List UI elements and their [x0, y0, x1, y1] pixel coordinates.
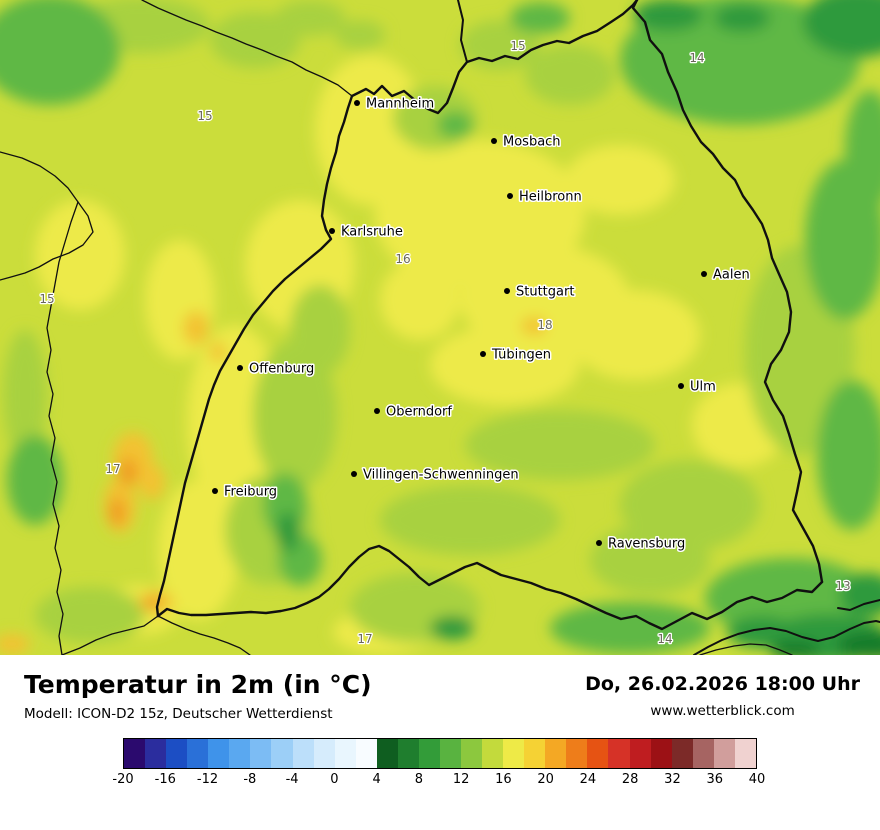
- city-label-mannheim: Mannheim: [366, 97, 434, 112]
- model-info: Modell: ICON-D2 15z, Deutscher Wetterdie…: [24, 705, 333, 722]
- city-marker-ravensburg: [596, 540, 602, 546]
- city-label-freiburg: Freiburg: [224, 485, 277, 500]
- colorbar-segment: [250, 738, 272, 768]
- temp-value-label: 16: [395, 252, 410, 266]
- colorbar-tick: 40: [748, 771, 766, 787]
- city-marker-villingen-schwenningen: [351, 471, 357, 477]
- title-block: Temperatur in 2m (in °C) Modell: ICON-D2…: [24, 670, 372, 722]
- colorbar-tick: 4: [372, 771, 381, 787]
- colorbar-tick: -8: [243, 771, 257, 787]
- temperature-legend: -20 -16 -12 -8 -4 0 4 8 12 16 20 24 28 32 36 40: [112, 737, 765, 792]
- colorbar-segment: [208, 738, 230, 768]
- city-marker-freiburg: [212, 488, 218, 494]
- city-markers: Mannheim Mosbach Heilbronn Karlsruhe Stuttga…: [212, 95, 751, 553]
- city-marker-offenburg: [237, 365, 243, 371]
- temp-value-label: 14: [657, 632, 672, 646]
- city-label-t-bingen: Tübingen: [491, 348, 551, 363]
- colorbar-segment: [124, 738, 146, 768]
- colorbar-segment: [166, 738, 188, 768]
- temp-value-label: 14: [689, 51, 704, 65]
- colorbar-segment: [418, 738, 440, 768]
- city-label-ravensburg: Ravensburg: [608, 537, 685, 552]
- temp-value-label: 13: [835, 579, 850, 593]
- colorbar-tick: -4: [285, 771, 299, 787]
- colorbar: [123, 737, 757, 769]
- colorbar-tick: 32: [664, 771, 681, 787]
- colorbar-segment: [145, 738, 167, 768]
- colorbar-tick: 0: [330, 771, 339, 787]
- temp-value-label: 18: [537, 318, 552, 332]
- city-marker-karlsruhe: [329, 228, 335, 234]
- colorbar-segment: [187, 738, 209, 768]
- colorbar-segment: [355, 738, 377, 768]
- colorbar-segment: [313, 738, 335, 768]
- temp-value-label: 17: [105, 462, 120, 476]
- datetime-block: Do, 26.02.2026 18:00 Uhr www.wetterblick…: [585, 671, 860, 719]
- city-marker-oberndorf: [374, 408, 380, 414]
- temp-value-label: 15: [39, 292, 54, 306]
- colorbar-tick: 28: [621, 771, 639, 787]
- colorbar-segment: [397, 738, 419, 768]
- colorbar-tick: 20: [537, 771, 554, 787]
- city-label-offenburg: Offenburg: [249, 362, 314, 377]
- city-label-ulm: Ulm: [690, 380, 716, 395]
- temperature-regions: [0, 0, 880, 655]
- city-label-oberndorf: Oberndorf: [386, 405, 452, 420]
- colorbar-tick: -12: [196, 771, 219, 787]
- temp-value-label: 17: [357, 632, 372, 646]
- city-marker-t-bingen: [480, 351, 486, 357]
- city-marker-ulm: [678, 383, 684, 389]
- city-label-mosbach: Mosbach: [503, 135, 561, 150]
- colorbar-segment: [629, 738, 651, 768]
- colorbar-segment: [692, 738, 714, 768]
- city-label-karlsruhe: Karlsruhe: [341, 225, 403, 240]
- colorbar-segment: [229, 738, 251, 768]
- colorbar-segment: [650, 738, 672, 768]
- temp-value-label: 15: [197, 109, 212, 123]
- temp-value-label: 15: [510, 39, 525, 53]
- colorbar-segment: [713, 738, 735, 768]
- colorbar-segment: [334, 738, 356, 768]
- colorbar-segment: [566, 738, 588, 768]
- colorbar-tick: 16: [495, 771, 512, 787]
- colorbar-segment: [461, 738, 483, 768]
- colorbar-segment: [271, 738, 293, 768]
- colorbar-tick: 8: [414, 771, 423, 787]
- colorbar-segment: [439, 738, 461, 768]
- colorbar-tick: -20: [112, 771, 134, 787]
- colorbar-tick: 12: [452, 771, 470, 787]
- colorbar-segment: [545, 738, 567, 768]
- colorbar-segment: [376, 738, 398, 768]
- colorbar-segment: [292, 738, 314, 768]
- colorbar-tick-labels: -20 -16 -12 -8 -4 0 4 8 12 16 20 24 28 32 36 40: [112, 771, 765, 792]
- colorbar-segment: [503, 738, 525, 768]
- city-label-stuttgart: Stuttgart: [516, 285, 574, 300]
- colorbar-segment: [587, 738, 609, 768]
- city-label-heilbronn: Heilbronn: [519, 190, 582, 205]
- city-marker-stuttgart: [504, 288, 510, 294]
- temperature-value-labels: 15 14 15 16 15 18 17 13 17 14: [38, 38, 852, 648]
- page-title: Temperatur in 2m (in °C): [24, 670, 372, 699]
- colorbar-segment: [482, 738, 504, 768]
- city-marker-heilbronn: [507, 193, 513, 199]
- colorbar-segment: [608, 738, 630, 768]
- city-marker-mosbach: [491, 138, 497, 144]
- colorbar-segment: [671, 738, 693, 768]
- temperature-map: 15 14 15 16 15 18 17 13 17 14 Mannheim Mosbach Heil…: [0, 0, 880, 655]
- city-marker-mannheim: [354, 100, 360, 106]
- colorbar-tick: 24: [579, 771, 597, 787]
- city-label-villingen-schwenningen: Villingen-Schwenningen: [363, 468, 519, 483]
- forecast-datetime: Do, 26.02.2026 18:00 Uhr: [585, 673, 860, 695]
- colorbar-segment: [734, 738, 756, 768]
- colorbar-tick: 36: [706, 771, 723, 787]
- colorbar-segment: [524, 738, 546, 768]
- map-footer: Temperatur in 2m (in °C) Modell: ICON-D2…: [0, 655, 880, 830]
- website-link[interactable]: www.wetterblick.com: [650, 703, 795, 719]
- city-label-aalen: Aalen: [713, 268, 750, 283]
- city-marker-aalen: [701, 271, 707, 277]
- colorbar-tick: -16: [154, 771, 176, 787]
- border-lines: [0, 0, 880, 655]
